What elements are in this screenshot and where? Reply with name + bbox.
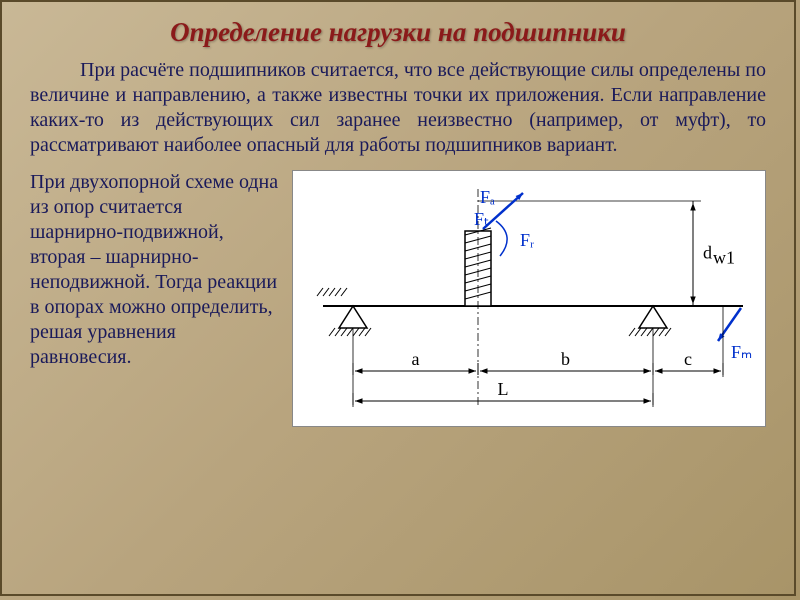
scheme-paragraph: При двухопорной схеме одна из опор счита… [30, 170, 280, 427]
svg-text:Fᵣ: Fᵣ [520, 230, 534, 250]
svg-text:w1: w1 [713, 248, 735, 268]
page-title: Определение нагрузки на подшипники [2, 2, 794, 58]
svg-text:Fₐ: Fₐ [480, 187, 495, 207]
intro-paragraph: При расчёте подшипников считается, что в… [2, 58, 794, 158]
svg-text:c: c [684, 349, 692, 369]
force-diagram: dw1 FₐFₜ Fᵣ Fₘ a b c L [292, 170, 766, 427]
svg-text:L: L [498, 379, 509, 399]
svg-text:Fₜ: Fₜ [474, 209, 489, 229]
svg-text:a: a [412, 349, 420, 369]
svg-text:Fₘ: Fₘ [731, 342, 752, 362]
svg-text:d: d [703, 243, 712, 263]
svg-text:b: b [561, 349, 570, 369]
